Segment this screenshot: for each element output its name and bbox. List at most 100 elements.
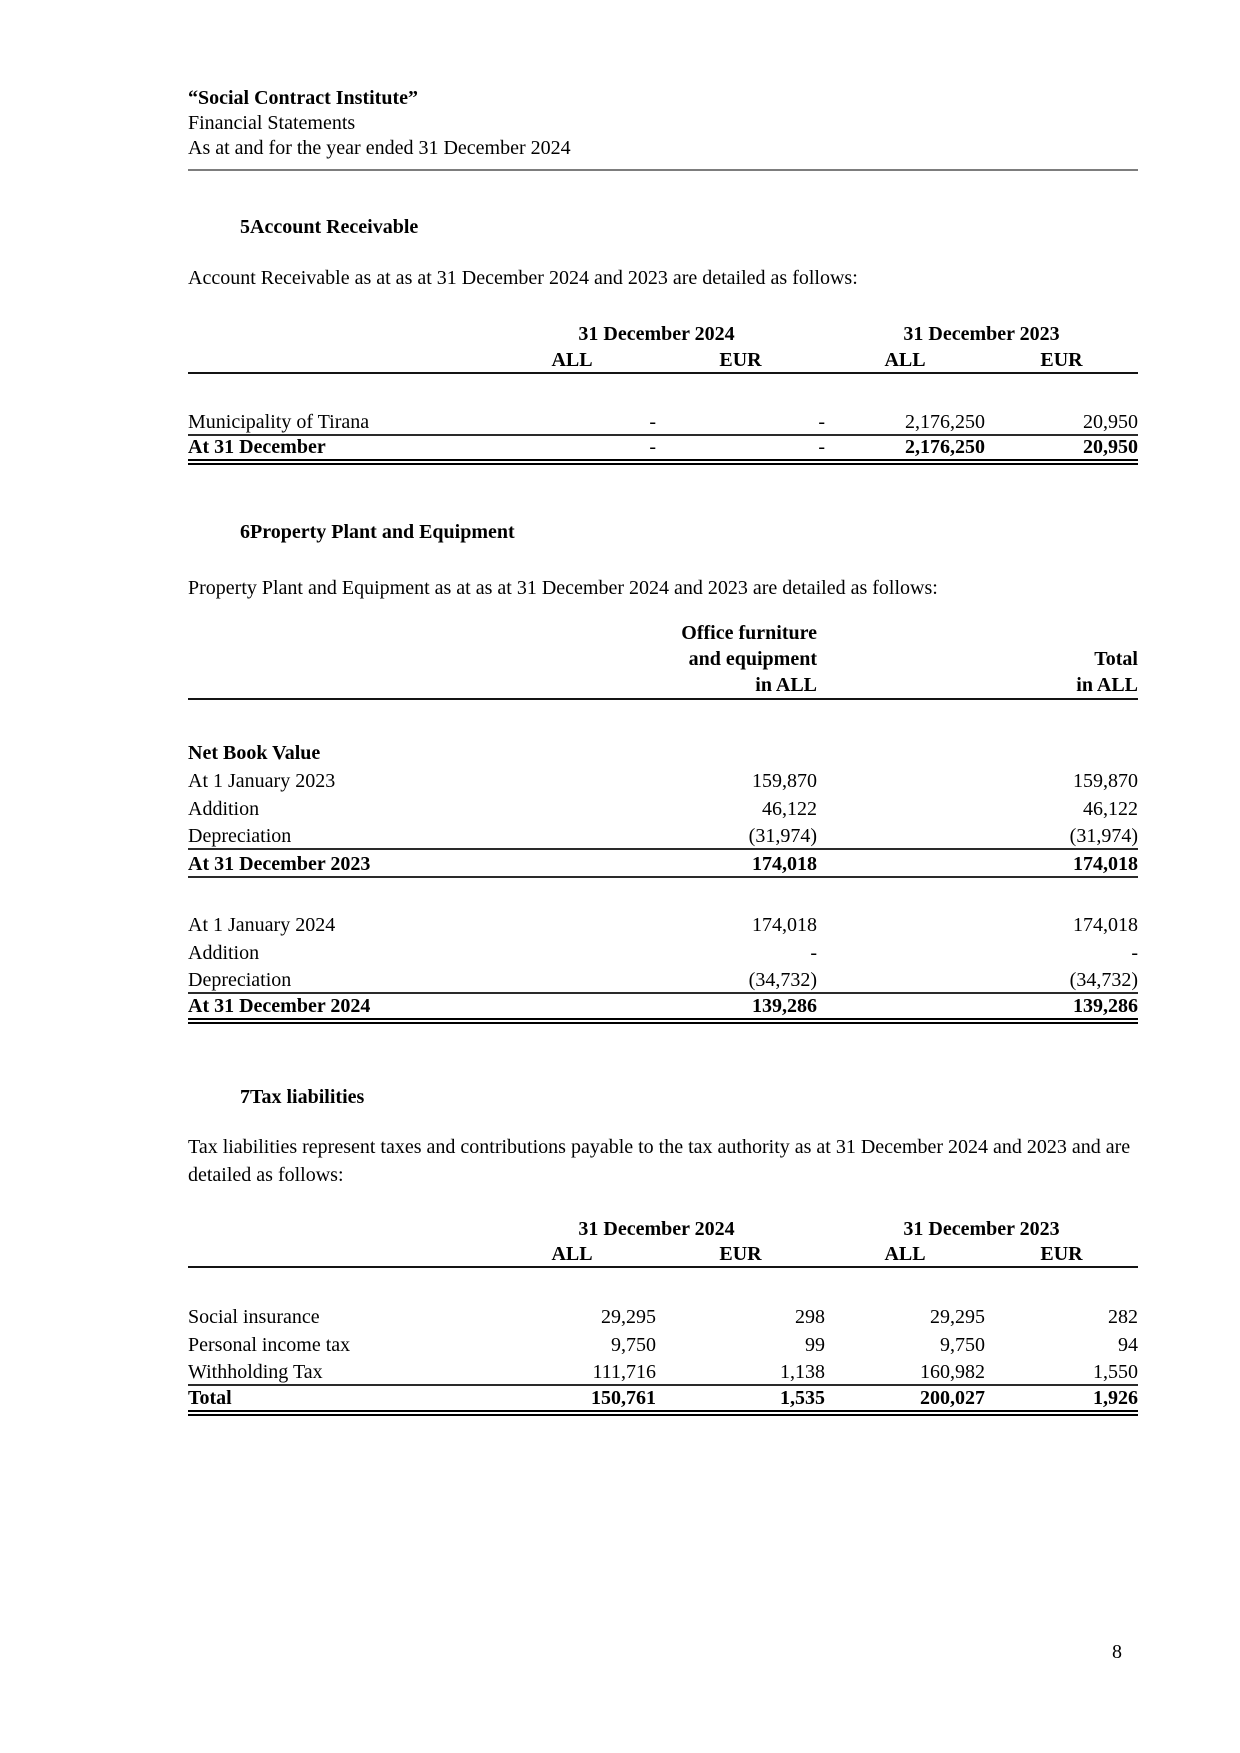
row-label: Addition (188, 942, 260, 964)
col-header-all-2023: ALL (825, 1241, 985, 1268)
org-name: “Social Contract Institute” (188, 87, 418, 109)
section-6-heading: 6 Property Plant and Equipment (188, 521, 1138, 544)
section-7-heading: 7 Tax liabilities (188, 1086, 1138, 1109)
cell-eur-2023: 20,950 (985, 435, 1138, 465)
spacer-row (188, 699, 1138, 737)
table-row: ALL EUR ALL EUR (188, 346, 1138, 374)
total-row: At 31 December 2023 174,018 174,018 (188, 849, 1138, 878)
table-row: ALL EUR ALL EUR (188, 1241, 1138, 1268)
cell-all-2024: - (488, 409, 656, 436)
table-row: At 1 January 2023 159,870 159,870 (188, 765, 1138, 793)
report-period: As at and for the year ended 31 December… (188, 137, 571, 159)
cell-office: 46,122 (762, 798, 817, 820)
cell-all-2023: 29,295 (930, 1306, 985, 1328)
cell-all-2024: 29,295 (601, 1306, 656, 1328)
cell-all-2023: 200,027 (825, 1385, 985, 1416)
cell-all-2023: 9,750 (940, 1334, 985, 1356)
total-row: At 31 December - - 2,176,250 20,950 (188, 435, 1138, 465)
section-6-intro: Property Plant and Equipment as at as at… (188, 577, 938, 599)
group-header-2024: 31 December 2024 (578, 1218, 735, 1240)
cell-office: (34,732) (518, 965, 817, 994)
row-label: Depreciation (188, 821, 518, 850)
row-label: Municipality of Tirana (188, 409, 488, 436)
table-row: Addition 46,122 46,122 (188, 793, 1138, 821)
cell-eur-2023: 1,550 (985, 1357, 1138, 1386)
cell-total: (34,732) (817, 965, 1138, 994)
table-row: Withholding Tax 111,716 1,138 160,982 1,… (188, 1357, 1138, 1386)
table-row: Depreciation (31,974) (31,974) (188, 821, 1138, 850)
cell-eur-2024: 99 (805, 1334, 825, 1356)
cell-total: 139,286 (817, 993, 1138, 1024)
spacer-row (188, 877, 1138, 909)
table-header-row: Office furniture and equipment in ALL To… (188, 620, 1138, 700)
table-row: 31 December 2024 31 December 2023 (188, 1212, 1138, 1241)
ppe-table: Office furniture and equipment in ALL To… (188, 620, 1138, 1024)
doc-type: Financial Statements (188, 112, 356, 134)
col-header-eur-2024: EUR (656, 346, 825, 374)
col-header-total: Total in ALL (817, 620, 1138, 700)
row-label: At 1 January 2023 (188, 770, 336, 792)
table-row: Personal income tax 9,750 99 9,750 94 (188, 1329, 1138, 1357)
row-label: Net Book Value (188, 742, 321, 764)
cell-all-2023: 2,176,250 (825, 435, 985, 465)
table-row: Social insurance 29,295 298 29,295 282 (188, 1301, 1138, 1329)
cell-eur-2024: 298 (795, 1306, 825, 1328)
cell-total: 174,018 (1073, 914, 1138, 936)
cell-all-2024: 9,750 (611, 1334, 656, 1356)
spacer-row (188, 373, 1138, 409)
cell-office: 174,018 (752, 914, 817, 936)
col-header-eur-2023: EUR (985, 1241, 1138, 1268)
cell-eur-2024: - (656, 409, 825, 436)
cell-eur-2024: - (656, 435, 825, 465)
section-5-intro: Account Receivable as at as at 31 Decemb… (188, 267, 858, 289)
group-header-2024: 31 December 2024 (578, 323, 735, 345)
section-6-title: Property Plant and Equipment (250, 521, 515, 543)
cell-eur-2024: 1,535 (656, 1385, 825, 1416)
cell-eur-2023: 20,950 (985, 409, 1138, 436)
row-label: At 31 December 2024 (188, 993, 518, 1024)
table-row: At 1 January 2024 174,018 174,018 (188, 909, 1138, 937)
table-row: Net Book Value (188, 737, 1138, 765)
total-row: At 31 December 2024 139,286 139,286 (188, 993, 1138, 1024)
doc-header: “Social Contract Institute” Financial St… (188, 86, 1138, 171)
cell-total: (31,974) (817, 821, 1138, 850)
col-header-eur-2023: EUR (985, 346, 1138, 374)
col-header-all-2024: ALL (488, 1241, 656, 1268)
section-6-number: 6 (240, 521, 250, 543)
table-row: 31 December 2024 31 December 2023 (188, 316, 1138, 346)
section-7-number: 7 (240, 1086, 250, 1108)
table-row: Municipality of Tirana - - 2,176,250 20,… (188, 409, 1138, 436)
table-row: Addition - - (188, 937, 1138, 965)
cell-all-2023: 2,176,250 (825, 409, 985, 436)
tax-liabilities-table: 31 December 2024 31 December 2023 ALL EU… (188, 1212, 1138, 1416)
cell-total: 159,870 (1073, 770, 1138, 792)
table-row: Depreciation (34,732) (34,732) (188, 965, 1138, 994)
spacer-row (188, 1267, 1138, 1301)
col-header-office-furniture: Office furniture and equipment in ALL (518, 620, 817, 700)
row-label: Social insurance (188, 1306, 320, 1328)
group-header-2023: 31 December 2023 (903, 1218, 1060, 1240)
row-label: At 31 December (188, 435, 488, 465)
cell-all-2023: 160,982 (825, 1357, 985, 1386)
cell-total: - (1131, 942, 1138, 964)
cell-eur-2023: 1,926 (985, 1385, 1138, 1416)
cell-office: 159,870 (752, 770, 817, 792)
cell-all-2024: 111,716 (488, 1357, 656, 1386)
col-header-all-2023: ALL (825, 346, 985, 374)
total-row: Total 150,761 1,535 200,027 1,926 (188, 1385, 1138, 1416)
cell-office: 174,018 (518, 849, 817, 878)
cell-all-2024: 150,761 (488, 1385, 656, 1416)
row-label: Withholding Tax (188, 1357, 488, 1386)
cell-eur-2023: 282 (1108, 1306, 1138, 1328)
section-5-title: Account Receivable (250, 216, 419, 238)
cell-office: - (810, 942, 817, 964)
col-header-all-2024: ALL (488, 346, 656, 374)
row-label: Personal income tax (188, 1334, 351, 1356)
section-7-intro: Tax liabilities represent taxes and cont… (188, 1136, 1131, 1186)
cell-office: 139,286 (518, 993, 817, 1024)
row-label: Total (188, 1385, 488, 1416)
section-5-number: 5 (240, 216, 250, 238)
cell-total: 174,018 (817, 849, 1138, 878)
row-label: At 31 December 2023 (188, 849, 518, 878)
